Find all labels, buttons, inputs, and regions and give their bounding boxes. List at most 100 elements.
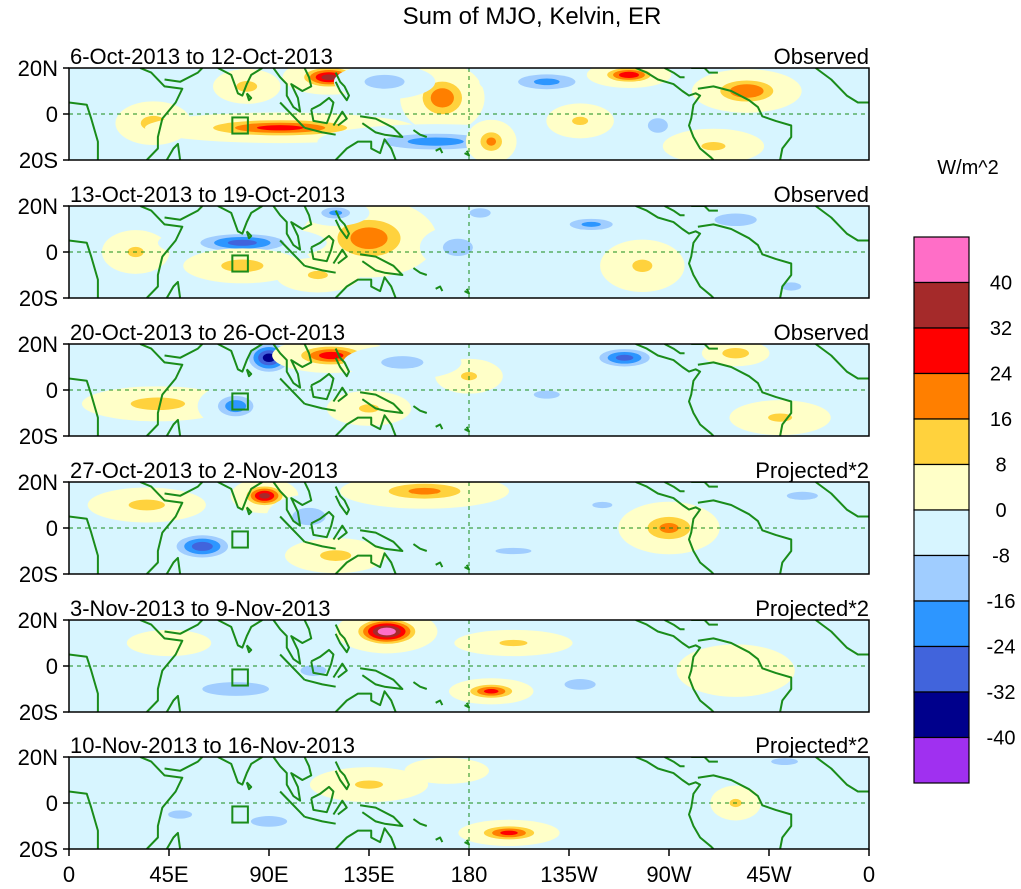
- coastline-segment: [310, 785, 335, 814]
- coastline-segment: [165, 142, 182, 160]
- anomaly-contour-3-101-3: [191, 541, 213, 551]
- colorbar-unit-label: W/m^2: [937, 157, 999, 179]
- colorbar-tick-label: 32: [990, 318, 1012, 340]
- colorbar-legend: W/m^2 40 32 24 16 8 0 -8 -16 -24 -32 -40: [913, 157, 1016, 784]
- coastline-segment: [635, 482, 715, 574]
- coastline-segment: [815, 68, 869, 104]
- coastline-segment: [334, 827, 397, 849]
- coastline-segment: [815, 620, 869, 656]
- coastlines: [69, 344, 869, 436]
- colorbar-swatch: [913, 327, 970, 375]
- anomaly-contour-0-106-2: [486, 137, 497, 146]
- lat-tick-label: 0: [46, 654, 58, 679]
- coastlines: [69, 68, 869, 160]
- reference-box-marker: [231, 392, 249, 411]
- colorbar-swatch: [913, 236, 970, 284]
- panel-status-label: Projected*2: [755, 733, 869, 758]
- coastline-segment: [304, 540, 336, 550]
- colorbar-tick-label: -32: [987, 682, 1016, 704]
- coastline-segment: [245, 230, 253, 240]
- coastline-segment: [279, 790, 306, 818]
- anomaly-contour-1-107-1: [714, 213, 757, 227]
- lat-tick-label: 0: [46, 516, 58, 541]
- anomaly-contour-2-102-1: [130, 397, 186, 411]
- coastline-segment: [664, 482, 685, 493]
- lat-tick-label: 20S: [19, 148, 58, 173]
- coastline-segment: [217, 344, 263, 373]
- panel-frame: [68, 619, 870, 713]
- coastline-segment: [464, 288, 470, 295]
- coastline-segment: [165, 418, 182, 436]
- colorbar-tick-label: 8: [995, 455, 1006, 477]
- coastline-segment: [245, 644, 253, 654]
- coastline-segment: [139, 206, 184, 298]
- anomaly-contour-1-3-1: [781, 282, 802, 291]
- coastline-segment: [310, 372, 335, 401]
- coastline-segment: [359, 667, 404, 690]
- coastline-segment: [334, 348, 350, 378]
- lat-tick-label: 20N: [18, 332, 58, 357]
- coastline-segment: [691, 482, 718, 488]
- lat-tick-label: 20N: [18, 470, 58, 495]
- coastline-segment: [815, 344, 869, 380]
- coastline-segment: [139, 68, 184, 160]
- coastline-segment: [304, 126, 336, 136]
- anomaly-contour-1-0-1: [632, 259, 653, 273]
- coastline-segment: [139, 620, 184, 712]
- coastline-segment: [412, 543, 428, 552]
- panel-date-range: 3-Nov-2013 to 9-Nov-2013: [70, 596, 330, 621]
- coastline-segment: [412, 267, 428, 276]
- lat-tick-label: 20N: [18, 194, 58, 219]
- map-panel: 27-Oct-2013 to 2-Nov-2013 Projected*2 20N 0…: [18, 458, 870, 587]
- colorbar-swatch: [913, 736, 970, 784]
- coastline-segment: [245, 368, 253, 378]
- panel-date-range: 20-Oct-2013 to 26-Oct-2013: [70, 320, 345, 345]
- lat-tick-label: 20N: [18, 608, 58, 633]
- coastline-segment: [332, 248, 348, 265]
- coastline-segment: [164, 68, 204, 83]
- lat-tick-label: 0: [46, 378, 58, 403]
- anomaly-contour-3-100-4: [259, 492, 271, 499]
- coastline-segment: [435, 561, 444, 568]
- coastline-segment: [435, 699, 444, 706]
- coastline-segment: [412, 405, 428, 414]
- coastline-segment: [332, 799, 348, 816]
- coastline-segment: [139, 482, 184, 574]
- panel-date-range: 6-Oct-2013 to 12-Oct-2013: [70, 44, 333, 69]
- panel-frame: [68, 67, 870, 161]
- coastline-segment: [272, 620, 313, 665]
- anomaly-contour-4-101-1: [202, 682, 269, 696]
- coastline-segment: [334, 552, 397, 574]
- anomaly-contour-2-105-3: [615, 354, 634, 361]
- colorbar-swatch: [913, 554, 970, 602]
- colorbar-tick-label: -40: [987, 728, 1016, 750]
- anomaly-contour-5-0-1: [250, 816, 288, 827]
- coastline-segment: [664, 206, 685, 217]
- coastline-segment: [412, 129, 428, 138]
- lat-tick-label: 0: [46, 791, 58, 816]
- figure-title: Sum of MJO, Kelvin, ER: [403, 3, 662, 30]
- coastline-segment: [635, 757, 715, 849]
- colorbar-tick-label: -24: [987, 637, 1016, 659]
- coastline-segment: [359, 391, 404, 414]
- longitude-axis: 0 45E 90E 135E 180 135W 90W 45W 0: [63, 849, 875, 887]
- coastline-segment: [412, 818, 428, 827]
- colorbar-swatch: [913, 645, 970, 693]
- colorbar-tick-label: -8: [992, 546, 1010, 568]
- anomaly-contour-5-100-3: [500, 830, 518, 836]
- coastline-segment: [464, 564, 470, 571]
- anomaly-contour-5-4-0: [543, 776, 662, 803]
- coastline-segment: [691, 68, 718, 74]
- anomaly-contour-5-1-1: [355, 780, 383, 789]
- anomaly-contour-1-106-2: [581, 221, 601, 227]
- anomaly-contour-1-103-1: [221, 259, 264, 273]
- anomaly-contour-5-3-1: [168, 810, 193, 819]
- coastline-segment: [664, 344, 685, 355]
- coastline-segment: [332, 524, 348, 541]
- coastline-segment: [165, 556, 182, 574]
- coastline-segment: [815, 757, 869, 793]
- coastline-segment: [217, 757, 263, 786]
- coastline-segment: [69, 101, 99, 160]
- anomaly-contour-1-104-1: [442, 238, 473, 257]
- coastline-segment: [691, 757, 718, 763]
